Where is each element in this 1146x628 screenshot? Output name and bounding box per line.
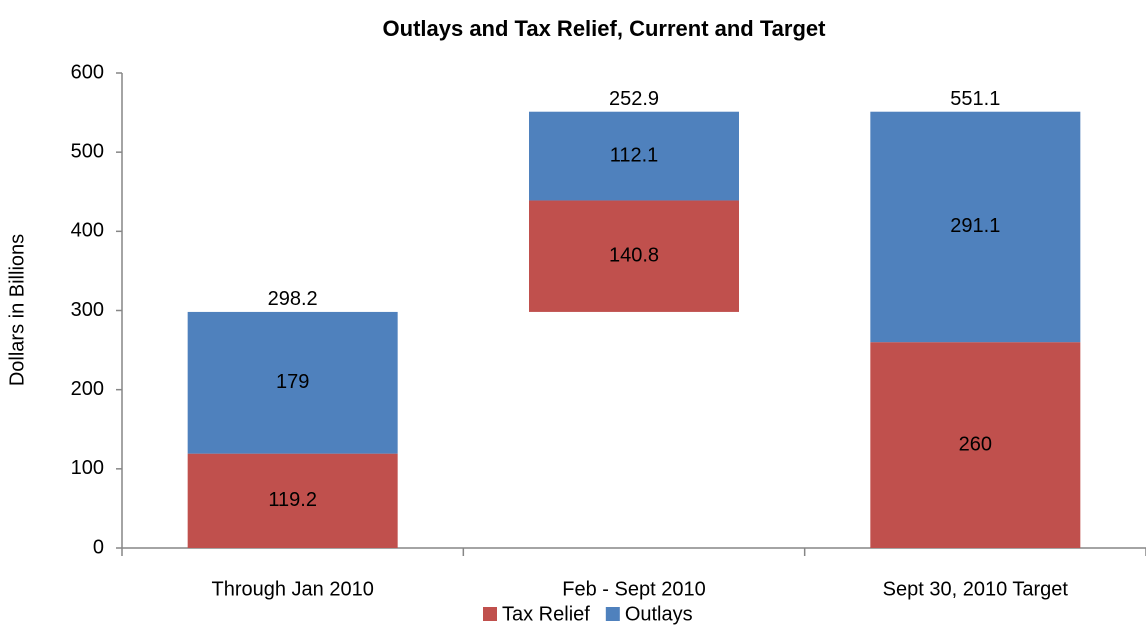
legend-swatch — [605, 607, 620, 621]
total-label: 298.2 — [268, 288, 318, 310]
bar-segment — [529, 200, 739, 312]
data-label: 140.8 — [609, 244, 659, 266]
bar-segment — [187, 453, 398, 548]
data-label: 119.2 — [268, 489, 317, 511]
total-label: 252.9 — [609, 88, 659, 110]
y-tick-label: 200 — [71, 378, 104, 400]
y-tick-label: 600 — [71, 61, 104, 83]
legend-label: Tax Relief — [502, 603, 590, 625]
data-label: 179 — [276, 371, 309, 393]
legend-label: Outlays — [625, 603, 693, 625]
bar-segment — [870, 111, 1081, 343]
y-tick-label: 400 — [71, 220, 104, 242]
x-tick-label: Feb - Sept 2010 — [562, 578, 705, 600]
data-label: 291.1 — [950, 215, 1000, 237]
data-label: 260 — [959, 433, 992, 455]
y-tick-label: 500 — [71, 140, 104, 162]
bar-segment — [870, 342, 1081, 548]
x-tick-label: Sept 30, 2010 Target — [883, 578, 1069, 600]
bar-segment — [187, 311, 398, 454]
legend-swatch — [483, 607, 497, 621]
data-label: 112.1 — [610, 144, 659, 166]
y-tick-label: 100 — [71, 457, 104, 479]
total-label: 551.1 — [950, 88, 1000, 110]
bar-segment — [529, 111, 739, 201]
y-tick-label: 300 — [71, 299, 104, 321]
chart-title: Outlays and Tax Relief, Current and Targ… — [383, 16, 827, 41]
y-axis-label: Dollars in Billions — [6, 234, 28, 386]
y-tick-label: 0 — [93, 536, 104, 558]
x-tick-label: Through Jan 2010 — [211, 578, 373, 600]
